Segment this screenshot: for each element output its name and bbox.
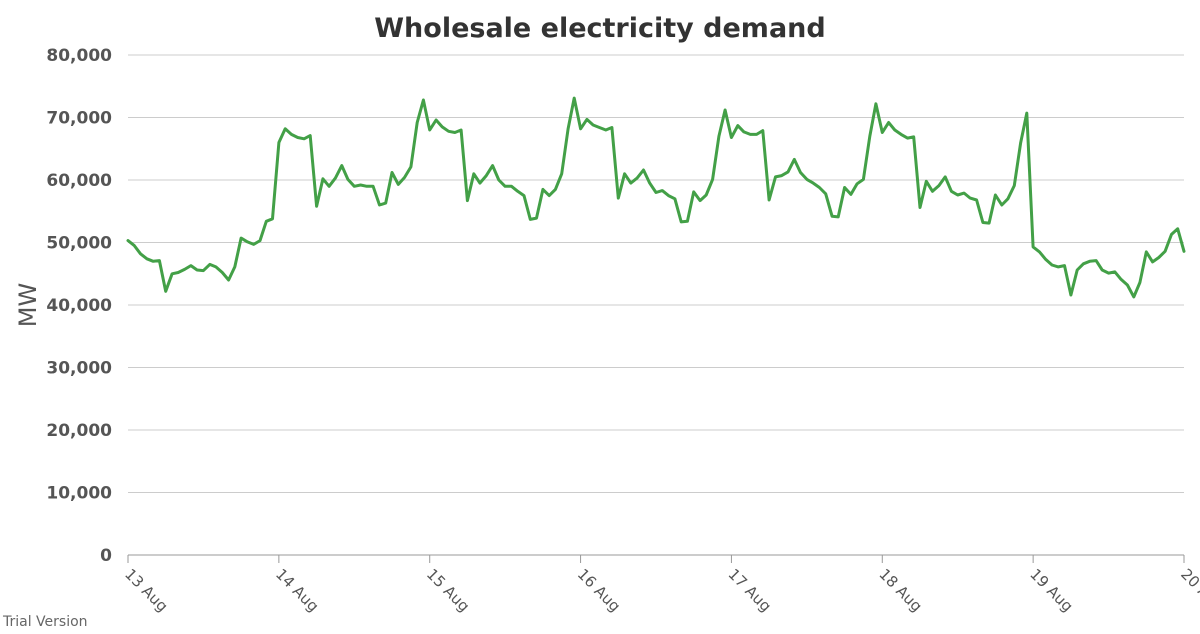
y-axis-title: MW	[14, 283, 42, 327]
x-tick-label: 13 Aug	[121, 565, 171, 615]
series-group	[126, 96, 1186, 299]
y-tick-label: 40,000	[46, 296, 112, 316]
y-tick-label: 20,000	[46, 421, 112, 441]
y-tick-label: 80,000	[46, 46, 112, 66]
y-tick-label: 0	[100, 546, 112, 566]
y-axis: 0 10,000 20,000 30,000 40,000 50,000 60,000 70,…	[46, 46, 112, 566]
y-tick-label: 70,000	[46, 109, 112, 129]
x-tick-label: 18 Aug	[875, 565, 925, 615]
credits-text: Trial Version	[3, 614, 88, 630]
y-tick-label: 50,000	[46, 234, 112, 254]
series-line	[126, 96, 1186, 299]
x-tick-label: 17 Aug	[725, 565, 775, 615]
y-tick-label: 10,000	[46, 484, 112, 504]
x-tick-label: 14 Aug	[272, 565, 322, 615]
x-tick-label: 16 Aug	[574, 565, 624, 615]
chart-title: Wholesale electricity demand	[374, 13, 825, 44]
gridlines	[128, 54, 1184, 556]
x-tick-label: 19 Aug	[1026, 565, 1076, 615]
y-tick-label: 30,000	[46, 359, 112, 379]
y-tick-label: 60,000	[46, 171, 112, 191]
x-tick-label: 15 Aug	[423, 565, 473, 615]
x-tick-label: 20 Aug	[1177, 565, 1200, 615]
x-axis: 13 Aug 14 Aug 15 Aug 16 Aug 17 Aug 18 Aug 19 A…	[121, 554, 1200, 615]
